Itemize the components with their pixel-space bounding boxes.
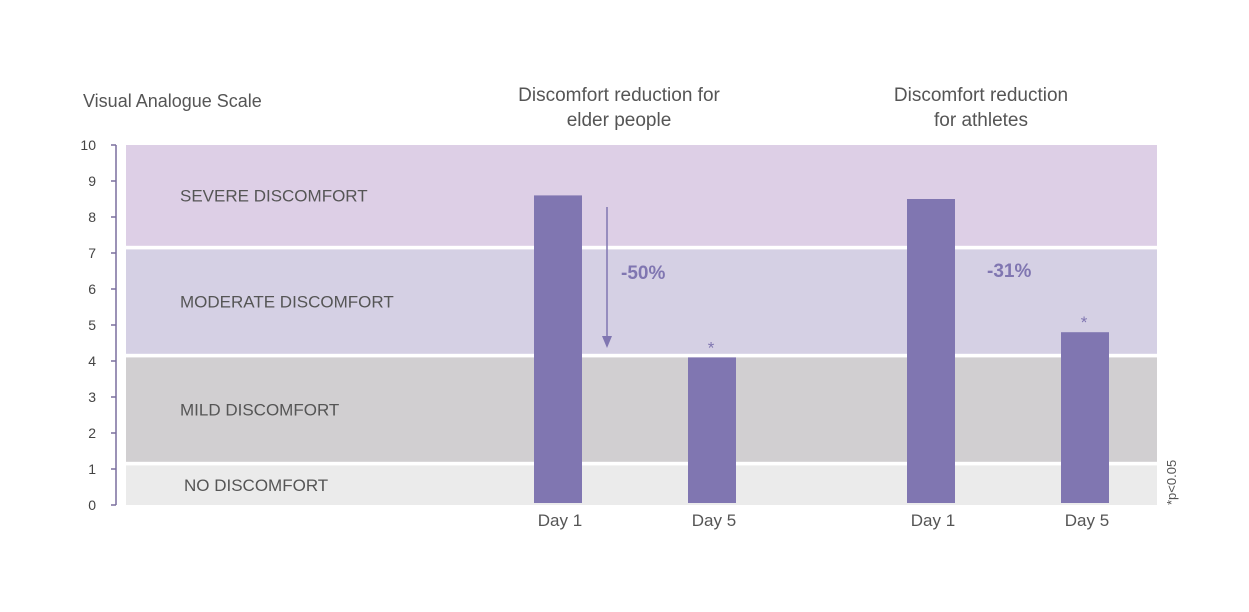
group-title-line1: Discomfort reduction (894, 85, 1068, 106)
y-tick-label: 1 (88, 461, 96, 477)
bar-1-2 (688, 357, 736, 503)
bars (534, 195, 1109, 503)
band-labels: NO DISCOMFORT MILD DISCOMFORT MODERATE DIS… (180, 186, 394, 495)
band-label: SEVERE DISCOMFORT (180, 186, 368, 205)
category-label: Day 5 (1065, 511, 1109, 530)
reduction-arrow-head-icon (602, 336, 612, 348)
category-label: Day 5 (692, 511, 736, 530)
discomfort-bands (126, 145, 1157, 505)
y-tick-label: 2 (88, 425, 96, 441)
y-axis-ticks: 0 1 2 3 4 5 6 7 8 9 10 (80, 137, 116, 513)
y-tick-label: 8 (88, 209, 96, 225)
y-tick-label: 5 (88, 317, 96, 333)
category-label: Day 1 (538, 511, 582, 530)
reduction-label: -31% (987, 261, 1031, 282)
band-1 (126, 465, 1157, 505)
y-tick-label: 4 (88, 353, 96, 369)
significance-marker: * (708, 338, 715, 357)
bar-1-1 (534, 195, 582, 503)
category-label: Day 1 (911, 511, 955, 530)
band-label: MODERATE DISCOMFORT (180, 293, 394, 312)
y-axis-title: Visual Analogue Scale (83, 91, 262, 111)
y-tick-label: 7 (88, 245, 96, 261)
category-labels: Day 1 Day 5 Day 1 Day 5 (538, 511, 1109, 530)
reduction-label: -50% (621, 263, 665, 284)
group-title-line2: for athletes (934, 110, 1028, 131)
y-tick-label: 9 (88, 173, 96, 189)
y-tick-label: 3 (88, 389, 96, 405)
group-title-line2: elder people (567, 110, 672, 131)
y-tick-label: 0 (88, 497, 96, 513)
y-tick-label: 10 (80, 137, 96, 153)
group-title-line1: Discomfort reduction for (518, 85, 720, 106)
significance-marker: * (1081, 313, 1088, 332)
band-label: NO DISCOMFORT (184, 476, 328, 495)
y-tick-label: 6 (88, 281, 96, 297)
group-titles: Discomfort reduction for elder people Disc… (518, 85, 1068, 131)
annotations: * -50% * -31% (602, 207, 1088, 357)
band-label: MILD DISCOMFORT (180, 401, 339, 420)
significance-footnote: *p<0.05 (1164, 460, 1179, 505)
bar-2-1 (907, 199, 955, 503)
band-4 (126, 145, 1157, 246)
band-3 (126, 249, 1157, 354)
bar-2-2 (1061, 332, 1109, 503)
band-2 (126, 357, 1157, 462)
